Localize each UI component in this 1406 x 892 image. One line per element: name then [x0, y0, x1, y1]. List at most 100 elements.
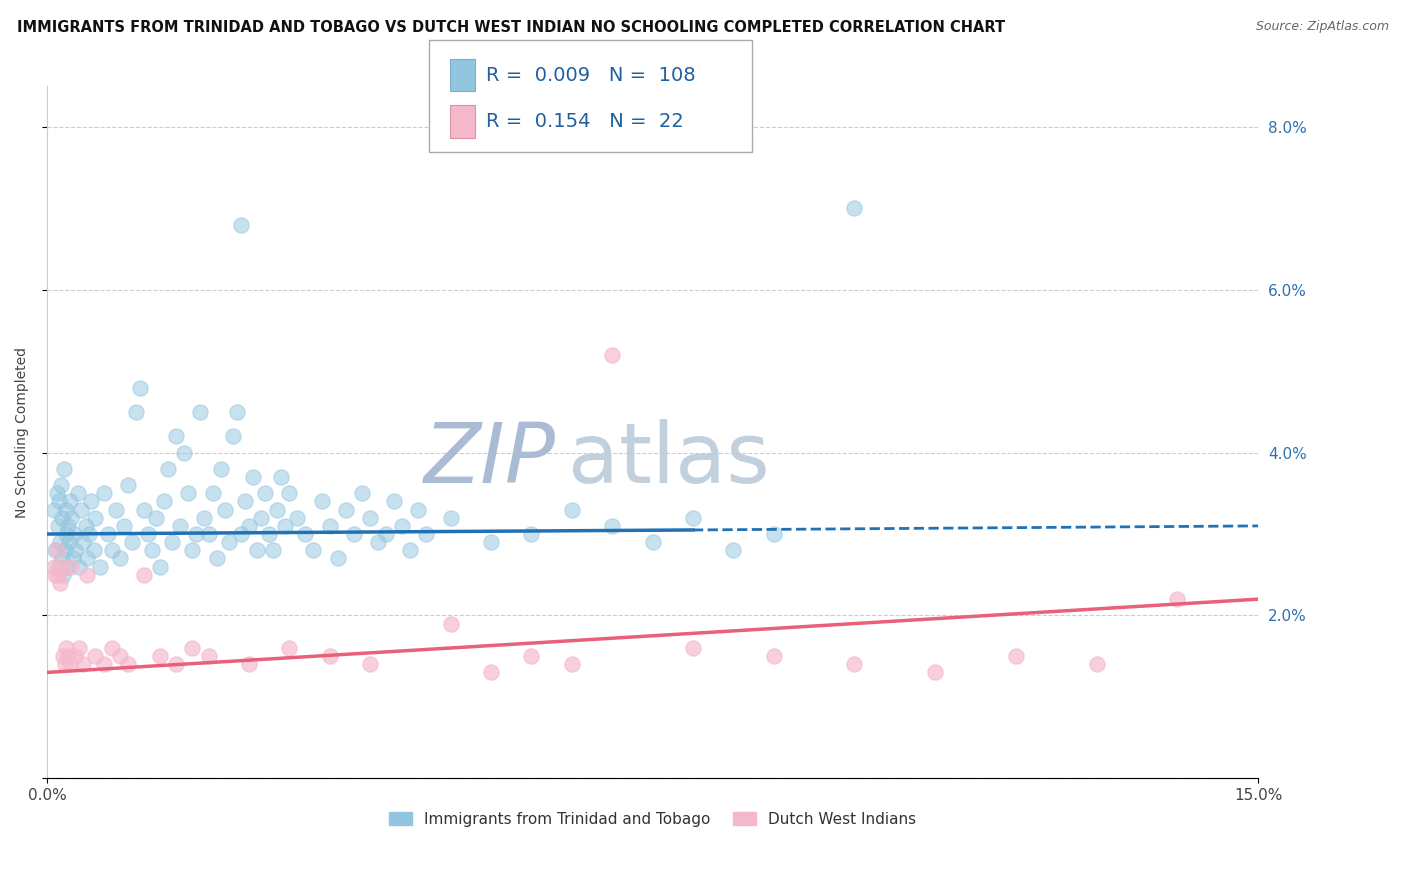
Point — [83, 543, 105, 558]
Point — [641, 535, 664, 549]
Point — [65, 543, 87, 558]
Point — [72, 535, 94, 549]
Point — [278, 486, 301, 500]
Point — [80, 494, 103, 508]
Point — [72, 657, 94, 672]
Point — [59, 657, 82, 672]
Point — [479, 665, 502, 680]
Point — [59, 494, 82, 508]
Point — [49, 478, 72, 492]
Point — [222, 429, 245, 443]
Point — [367, 535, 389, 549]
Point — [67, 559, 90, 574]
Point — [242, 470, 264, 484]
Point — [229, 218, 252, 232]
Point — [44, 543, 66, 558]
Y-axis label: No Schooling Completed: No Schooling Completed — [15, 347, 30, 517]
Point — [97, 527, 120, 541]
Point — [233, 494, 256, 508]
Point — [285, 510, 308, 524]
Point — [600, 348, 623, 362]
Point — [117, 478, 139, 492]
Point — [165, 657, 187, 672]
Point — [104, 502, 127, 516]
Point — [49, 575, 72, 590]
Point — [42, 559, 65, 574]
Point — [60, 559, 83, 574]
Point — [77, 527, 100, 541]
Point — [1085, 657, 1108, 672]
Point — [45, 486, 67, 500]
Point — [141, 543, 163, 558]
Point — [55, 502, 77, 516]
Point — [350, 486, 373, 500]
Legend: Immigrants from Trinidad and Tobago, Dutch West Indians: Immigrants from Trinidad and Tobago, Dut… — [382, 805, 922, 833]
Point — [132, 502, 155, 516]
Point — [391, 519, 413, 533]
Point — [132, 567, 155, 582]
Point — [93, 657, 115, 672]
Point — [100, 640, 122, 655]
Point — [225, 405, 247, 419]
Point — [129, 380, 152, 394]
Point — [294, 527, 316, 541]
Point — [326, 551, 349, 566]
Point — [55, 640, 77, 655]
Point — [257, 527, 280, 541]
Point — [318, 649, 340, 664]
Point — [238, 519, 260, 533]
Point — [136, 527, 159, 541]
Text: atlas: atlas — [568, 419, 769, 500]
Point — [108, 649, 131, 664]
Point — [520, 527, 543, 541]
Point — [197, 649, 219, 664]
Point — [201, 486, 224, 500]
Point — [51, 559, 73, 574]
Point — [1166, 592, 1188, 607]
Point — [52, 649, 75, 664]
Point — [520, 649, 543, 664]
Point — [382, 494, 405, 508]
Point — [270, 470, 292, 484]
Point — [48, 494, 70, 508]
Point — [60, 510, 83, 524]
Text: ZIP: ZIP — [423, 419, 555, 500]
Point — [145, 510, 167, 524]
Point — [55, 527, 77, 541]
Point — [440, 510, 463, 524]
Point — [165, 429, 187, 443]
Text: IMMIGRANTS FROM TRINIDAD AND TOBAGO VS DUTCH WEST INDIAN NO SCHOOLING COMPLETED : IMMIGRANTS FROM TRINIDAD AND TOBAGO VS D… — [17, 20, 1005, 35]
Point — [408, 502, 430, 516]
Text: R =  0.154   N =  22: R = 0.154 N = 22 — [486, 112, 685, 131]
Point — [302, 543, 325, 558]
Point — [278, 640, 301, 655]
Point — [84, 510, 107, 524]
Point — [53, 462, 76, 476]
Point — [399, 543, 422, 558]
Point — [415, 527, 437, 541]
Point — [318, 519, 340, 533]
Point — [108, 551, 131, 566]
Point — [62, 527, 84, 541]
Point — [48, 519, 70, 533]
Point — [76, 567, 98, 582]
Point — [53, 657, 76, 672]
Point — [56, 649, 79, 664]
Point — [76, 551, 98, 566]
Point — [67, 640, 90, 655]
Point — [173, 445, 195, 459]
Point — [56, 559, 79, 574]
Point — [311, 494, 333, 508]
Point — [62, 551, 84, 566]
Point — [723, 543, 745, 558]
Point — [254, 486, 277, 500]
Point — [600, 519, 623, 533]
Point — [262, 543, 284, 558]
Point — [160, 535, 183, 549]
Point — [125, 405, 148, 419]
Point — [250, 510, 273, 524]
Point — [246, 543, 269, 558]
Point — [58, 535, 80, 549]
Point — [53, 543, 76, 558]
Point — [44, 567, 66, 582]
